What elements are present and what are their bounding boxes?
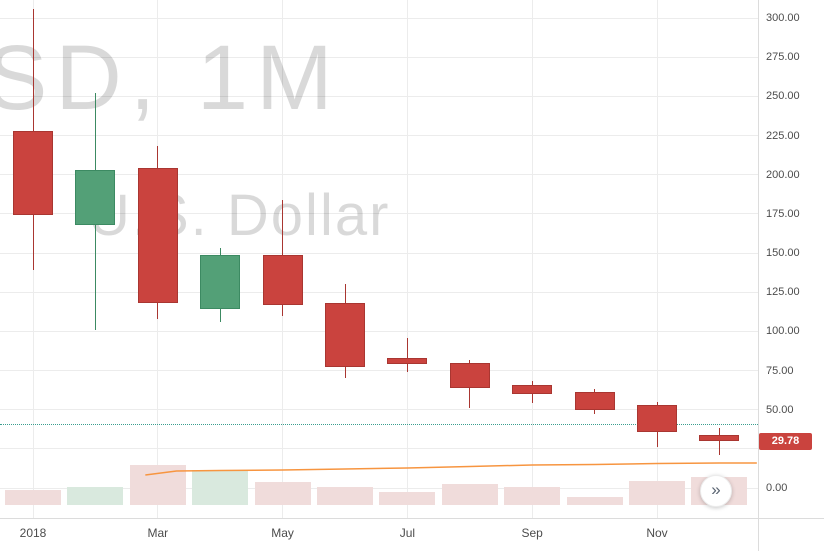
price-tick-label: 200.00 [766,168,800,181]
candle-body [449,362,490,388]
candle[interactable] [13,8,53,271]
candle[interactable] [512,381,553,404]
price-tick-label: 300.00 [766,12,800,24]
candle-wick [718,428,720,456]
candle[interactable] [325,284,365,379]
price-tick-label: 175.00 [766,207,800,220]
gridline-horizontal [0,56,758,58]
volume-bar[interactable] [566,497,623,505]
volume-bar[interactable] [629,481,685,505]
candle[interactable] [137,146,178,319]
candle-body [75,169,116,225]
time-axis[interactable]: 2018 Mar May Jul Sep Nov [0,518,758,551]
price-tick-label: 275.00 [766,51,800,64]
candle[interactable] [200,248,241,322]
gridline-horizontal [0,95,758,97]
candle-body [200,254,241,310]
candle-body [699,434,740,442]
volume-bar[interactable] [441,484,498,505]
candle-wick [406,337,408,373]
gridline-vertical [531,0,533,518]
gridline-horizontal [0,370,758,371]
axis-separator-vertical [758,0,759,551]
gridline-vertical [656,0,658,518]
current-price-badge: 29.78 [759,432,812,450]
price-tick-label: 150.00 [766,247,800,259]
candle-body [574,392,615,410]
candle[interactable] [262,199,303,316]
candle-body [262,254,303,305]
gridline-horizontal [0,487,758,489]
price-tick-label: 225.00 [766,129,800,142]
candle[interactable] [699,428,740,456]
watermark-description-text: U.S. Dollar [88,183,391,248]
volume-bar[interactable] [254,482,311,505]
time-tick-label: May [271,526,294,540]
gridline-horizontal [0,330,758,332]
gridline-horizontal [0,17,758,19]
chart-pane[interactable]: SD, 1M U.S. Dollar » [0,0,758,518]
time-tick-label: 2018 [19,526,47,540]
price-tick-label: 0.00 [766,482,788,494]
volume-bar[interactable] [67,487,124,505]
gridline-horizontal [0,213,758,215]
candle-body [387,357,428,365]
gridline-horizontal [0,252,758,254]
gridline-horizontal [0,448,758,450]
candle-body [13,130,53,216]
price-axis[interactable]: 29.78 300.00 275.00 250.00 225.00 200.00 175.… [758,0,824,551]
price-tick-label: 250.00 [766,90,800,103]
candle[interactable] [637,401,677,448]
volume-bar[interactable] [192,470,249,505]
double-chevron-right-icon: » [711,480,721,499]
gridline-vertical [406,0,408,518]
gridline-horizontal [0,291,758,293]
price-tick-label: 125.00 [766,286,800,299]
candle[interactable] [387,337,428,373]
goto-latest-button[interactable]: » [700,475,732,507]
gridline-horizontal [0,174,758,176]
candle-body [325,303,365,368]
gridline-horizontal [0,135,758,136]
volume-bar[interactable] [317,487,373,505]
time-tick-label: Mar [147,526,169,540]
gridline-horizontal [0,409,758,411]
volume-bar[interactable] [129,465,186,505]
price-tick-label: 50.00 [766,403,794,416]
axis-separator-horizontal [0,518,824,519]
price-tick-label: 100.00 [766,325,800,338]
candle[interactable] [449,359,490,409]
candle-body [512,384,553,394]
candle-body [137,168,178,304]
candle[interactable] [75,93,116,330]
price-tick-label: 75.00 [766,364,794,377]
time-tick-label: Sep [521,526,543,540]
time-tick-label: Nov [646,526,668,540]
volume-bar[interactable] [5,490,61,505]
volume-bar[interactable] [379,492,436,505]
candle-body [637,404,677,432]
time-tick-label: Jul [399,526,416,540]
candle[interactable] [574,389,615,415]
price-level-line [0,423,758,425]
volume-bar[interactable] [504,487,561,505]
